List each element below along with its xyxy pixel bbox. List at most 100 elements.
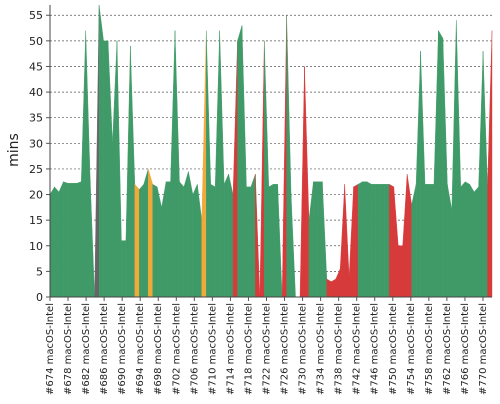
area-segment	[49, 186, 55, 298]
area-segment	[299, 66, 305, 298]
area-segment	[326, 278, 332, 298]
area-segment	[228, 174, 234, 298]
area-segment	[156, 186, 162, 298]
area-segment	[206, 30, 211, 298]
y-tick-label: 10	[29, 240, 43, 253]
area-segment	[335, 268, 341, 298]
area-segment	[353, 183, 359, 298]
area-segment	[255, 174, 261, 298]
y-tick-label: 25	[29, 163, 43, 176]
area-segment	[447, 184, 453, 298]
area-segment	[406, 174, 412, 298]
y-tick-label: 50	[29, 35, 43, 48]
x-tick-label: #686 macOS-Intel	[99, 303, 110, 395]
area-segment	[183, 171, 189, 298]
area-segment	[465, 181, 470, 298]
area-segment	[89, 179, 95, 298]
area-segment	[375, 184, 381, 298]
area-segment	[415, 51, 421, 298]
x-tick-label: #726 macOS-Intel	[280, 303, 291, 395]
area-segment	[161, 181, 167, 298]
area-segment	[134, 183, 140, 298]
area-segment	[98, 4, 104, 298]
area-segment	[308, 181, 314, 298]
x-tick-label: #730 macOS-Intel	[298, 303, 309, 395]
x-tick-label: #722 macOS-Intel	[261, 303, 272, 395]
area-segment	[322, 181, 328, 298]
area-segment	[170, 30, 176, 298]
y-tick-label: 55	[29, 9, 43, 22]
area-segment	[433, 30, 439, 298]
area-segment	[442, 38, 448, 298]
area-segment	[112, 40, 118, 298]
area-segment	[451, 20, 457, 298]
x-tick-label: #766 macOS-Intel	[460, 303, 471, 395]
area-segment	[348, 186, 354, 298]
area-segment	[63, 181, 69, 298]
area-segment	[317, 181, 323, 298]
area-segment	[456, 20, 461, 298]
x-tick-label: #706 macOS-Intel	[189, 303, 200, 395]
area-segment	[264, 40, 269, 298]
area-segment	[281, 15, 287, 298]
area-segment	[76, 181, 82, 298]
x-tick-label: #738 macOS-Intel	[334, 303, 345, 395]
x-tick-label: #770 macOS-Intel	[478, 303, 489, 395]
x-tick-label: #718 macOS-Intel	[243, 303, 254, 395]
area-segment	[116, 40, 122, 298]
x-tick-label: #714 macOS-Intel	[225, 303, 236, 395]
x-tick-label: #734 macOS-Intel	[316, 303, 327, 395]
area-segment	[94, 4, 100, 298]
axes	[46, 5, 492, 301]
area-segment	[72, 183, 77, 298]
area-segment	[165, 181, 171, 298]
area-segment	[469, 183, 475, 298]
area-segment	[460, 181, 466, 298]
area-segment	[237, 25, 243, 298]
area-segment	[121, 240, 127, 298]
area-segment	[197, 184, 202, 298]
area-segment	[54, 186, 60, 298]
area-segment	[58, 181, 64, 298]
area-segment	[389, 183, 394, 298]
area-segment	[223, 173, 229, 298]
area-segment	[424, 184, 430, 298]
area-segment	[148, 168, 153, 298]
area-segment	[273, 184, 278, 298]
y-tick-label: 20	[29, 189, 43, 202]
y-axis-title: mins	[6, 133, 22, 167]
x-tick-labels: #674 macOS-Intel #678 macOS-Intel #682 mac…	[45, 303, 489, 395]
area-segment	[250, 173, 256, 298]
x-tick-label: #750 macOS-Intel	[388, 303, 399, 395]
area-segment	[125, 45, 131, 298]
area-segment	[438, 29, 444, 298]
area-segment	[371, 184, 377, 298]
y-tick-label: 30	[29, 137, 43, 150]
x-tick-label: #742 macOS-Intel	[352, 303, 363, 395]
x-tick-label: #698 macOS-Intel	[153, 303, 164, 395]
area-segment	[143, 168, 149, 298]
y-tick-label: 35	[29, 112, 43, 125]
area-segment	[246, 186, 252, 298]
area-segment	[192, 184, 198, 298]
area-segment	[411, 184, 417, 298]
area-segment	[420, 51, 426, 298]
area-segment	[107, 40, 113, 298]
area-segment	[67, 183, 73, 298]
area-segment	[81, 30, 86, 298]
area-segment	[340, 184, 345, 298]
area-segment	[130, 45, 136, 298]
area-segment	[384, 184, 390, 298]
area-segment	[85, 30, 91, 298]
y-tick-label: 45	[29, 60, 43, 73]
area-segment	[344, 184, 350, 298]
area-segment	[473, 186, 479, 298]
area-segment	[357, 181, 363, 298]
area-segment	[103, 40, 109, 298]
area-segment	[201, 30, 207, 298]
area-segment	[366, 181, 372, 298]
area-segment	[313, 181, 319, 298]
x-tick-label: #682 macOS-Intel	[81, 303, 92, 395]
x-tick-label: #754 macOS-Intel	[406, 303, 417, 395]
